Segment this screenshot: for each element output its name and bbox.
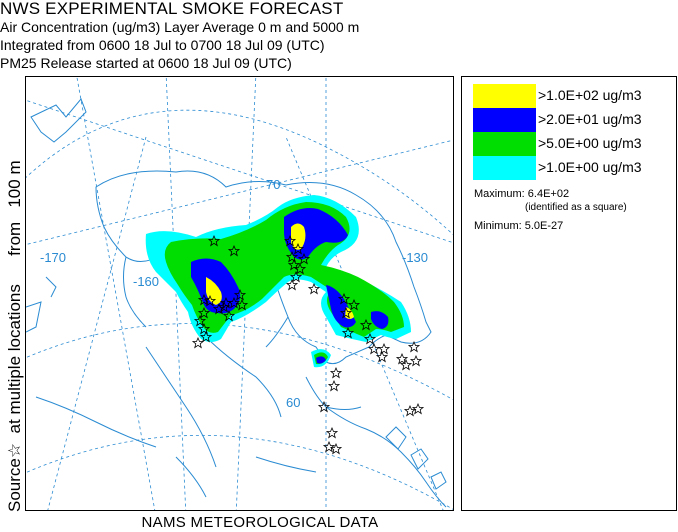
lon-label-130: -130 — [402, 250, 428, 265]
legend-item-green: >5.0E+00 ug/m3 — [473, 132, 673, 156]
source-star — [410, 355, 422, 366]
meteorological-data-label: NAMS METEOROLOGICAL DATA — [141, 514, 379, 531]
smoke-map: 70 60 -170 -160 -130 — [25, 76, 454, 511]
source-star — [376, 351, 388, 362]
lat-label-60: 60 — [286, 395, 300, 410]
source-star — [330, 367, 342, 378]
concentration-description: Air Concentration (ug/m3) Layer Average … — [0, 19, 360, 35]
legend-item-blue: >2.0E+01 ug/m3 — [473, 108, 673, 132]
legend-item-yellow: >1.0E+02 ug/m3 — [473, 84, 673, 108]
release-info: PM25 Release started at 0600 18 Jul 09 (… — [0, 55, 292, 71]
legend-label: >1.0E+00 ug/m3 — [538, 159, 642, 175]
source-location-label: Source☆ at multiple locations from 100 m — [5, 160, 24, 512]
legend-swatch-yellow — [473, 84, 536, 108]
minimum-value: Minimum: 5.0E-27 — [474, 220, 564, 232]
source-markers — [192, 235, 424, 454]
source-star — [323, 441, 335, 452]
source-star — [412, 403, 424, 414]
source-star — [318, 401, 330, 412]
lat-label-70: 70 — [266, 177, 280, 192]
graticule-labels: 70 60 -170 -160 -130 — [40, 177, 428, 410]
maximum-value: Maximum: 6.4E+02 — [474, 188, 570, 200]
integration-period: Integrated from 0600 18 Jul to 0700 18 J… — [0, 37, 325, 53]
source-star — [326, 427, 338, 438]
legend-label: >1.0E+02 ug/m3 — [538, 87, 642, 103]
legend-swatch-green — [473, 132, 536, 156]
legend-swatch-cyan — [473, 156, 536, 180]
map-canvas: 70 60 -170 -160 -130 — [26, 77, 453, 510]
maximum-note: (identified as a square) — [525, 202, 627, 213]
lon-label-160: -160 — [133, 274, 159, 289]
legend-label: >5.0E+00 ug/m3 — [538, 135, 642, 151]
legend-panel: >1.0E+02 ug/m3 >2.0E+01 ug/m3 >5.0E+00 u… — [461, 76, 677, 511]
coastline — [26, 98, 447, 508]
legend-swatch-blue — [473, 108, 536, 132]
source-star — [378, 343, 390, 354]
source-star — [328, 380, 340, 391]
lon-label-170: -170 — [40, 250, 66, 265]
forecast-title: NWS EXPERIMENTAL SMOKE FORECAST — [0, 0, 344, 18]
source-star — [192, 337, 204, 348]
source-star — [227, 244, 241, 257]
legend-label: >2.0E+01 ug/m3 — [538, 111, 642, 127]
legend-item-cyan: >1.0E+00 ug/m3 — [473, 156, 673, 180]
